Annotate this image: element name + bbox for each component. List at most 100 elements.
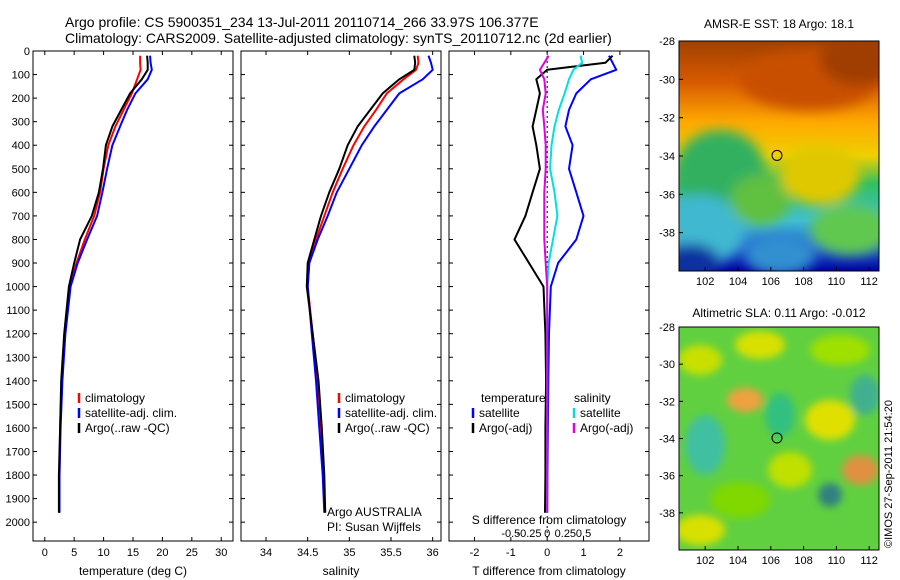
map-y-tick-label: -34 [659, 434, 675, 446]
depth-tick-label: 1600 [6, 423, 30, 435]
map-x-tick-label: 102 [696, 276, 714, 288]
difference-x-label: T difference from climatology [472, 564, 626, 578]
difference-plot-frame [448, 50, 650, 542]
map-x-tick-label: 104 [729, 276, 747, 288]
map-x-tick-label: 106 [762, 555, 780, 567]
depth-tick-label: 900 [12, 258, 30, 270]
header-line-2: Climatology: CARS2009. Satellite-adjuste… [65, 30, 612, 46]
depth-tick-label: 2000 [6, 517, 30, 529]
x-tick-label: -1 [506, 547, 516, 559]
map-y-tick-label: -38 [659, 508, 675, 520]
map-x-tick-label: 110 [828, 555, 846, 567]
sla-heatmap [679, 327, 879, 550]
map-x-tick-label: 108 [794, 276, 812, 288]
s-tick-label: 0 [544, 528, 550, 540]
argo-australia-label: Argo AUSTRALIA [327, 505, 422, 519]
depth-tick-label: 1700 [6, 446, 30, 458]
x-tick-label: 35.5 [380, 547, 401, 559]
x-tick-label: 34.5 [297, 547, 318, 559]
sla-map-title: Altimetric SLA: 0.11 Argo: -0.012 [692, 306, 866, 320]
x-tick-label: 1 [580, 547, 586, 559]
depth-tick-label: 300 [12, 117, 30, 129]
series-line [306, 55, 420, 513]
series-line [513, 54, 614, 513]
map-y-tick-label: -36 [659, 471, 675, 483]
series-line [57, 55, 149, 513]
legend-label: satellite [479, 406, 520, 420]
x-tick-label: 2 [617, 547, 623, 559]
depth-tick-label: 1100 [6, 305, 30, 317]
s-tick-label: -0.25 [516, 528, 541, 540]
map-x-tick-label: 108 [794, 555, 812, 567]
sst-map-axes: 102 104 106 108 110 112 -28 -30 -32 -34 -36 -38 [659, 36, 878, 288]
x-tick-label: 15 [127, 547, 139, 559]
depth-tick-label: 1500 [6, 399, 30, 411]
map-y-tick-label: -30 [659, 74, 675, 86]
map-y-tick-label: -28 [659, 322, 675, 334]
legend-title-temperature: temperature [481, 391, 546, 405]
series-line [538, 55, 550, 513]
x-tick-label: 34 [260, 547, 272, 559]
s-tick-label: -0.5 [501, 528, 520, 540]
x-tick-label: 30 [215, 547, 227, 559]
depth-tick-label: 200 [12, 93, 30, 105]
depth-tick-label: 1200 [6, 329, 30, 341]
map-x-tick-label: 104 [729, 555, 747, 567]
difference-top-label: S difference from climatology [472, 513, 627, 527]
series-line [305, 55, 417, 513]
map-x-tick-label: 110 [828, 276, 846, 288]
depth-axis: 0 100 200 300 400 500 600 700 800 900 1000 1100 1200… [6, 46, 649, 529]
x-tick-label: 0 [544, 547, 550, 559]
map-y-tick-label: -32 [659, 113, 675, 125]
x-tick-label: 20 [156, 547, 168, 559]
series-line [58, 55, 153, 513]
map-y-tick-label: -36 [659, 189, 675, 201]
x-tick-label: 36 [427, 547, 439, 559]
map-y-tick-label: -28 [659, 36, 675, 48]
depth-tick-label: 100 [12, 70, 30, 82]
salinity-x-label: salinity [323, 564, 360, 578]
legend-label: climatology [345, 391, 405, 405]
map-x-tick-label: 112 [860, 555, 878, 567]
s-tick-label: 0.25 [555, 528, 576, 540]
legend-label: climatology [85, 391, 145, 405]
map-x-tick-label: 102 [696, 555, 714, 567]
argo-location-marker [771, 149, 783, 161]
depth-tick-label: 600 [12, 187, 30, 199]
map-y-tick-label: -30 [659, 359, 675, 371]
depth-tick-label: 1300 [6, 352, 30, 364]
argo-location-marker [771, 432, 783, 444]
legend-label: satellite [580, 406, 621, 420]
salinity-plot: 34 34.5 35 35.5 36 climatologysatellite-adj. … [260, 51, 439, 559]
legend-label: Argo(-adj) [580, 421, 633, 435]
x-tick-label: 0 [42, 547, 48, 559]
sla-map-axes: 102 104 106 108 110 112 -28 -30 -32 -34 -36 -38 [659, 322, 878, 567]
temperature-plot-frame [32, 50, 234, 542]
header-line-1: Argo profile: CS 5900351_234 13-Jul-2011… [65, 14, 539, 30]
x-tick-label: 35 [343, 547, 355, 559]
map-x-tick-label: 106 [762, 276, 780, 288]
x-tick-label: 5 [71, 547, 77, 559]
series-line [546, 55, 618, 513]
map-y-tick-label: -34 [659, 151, 675, 163]
sst-map-title: AMSR-E SST: 18 Argo: 18.1 [704, 17, 854, 31]
x-tick-label: -2 [470, 547, 480, 559]
x-tick-label: 10 [97, 547, 109, 559]
depth-tick-label: 800 [12, 234, 30, 246]
map-y-tick-label: -38 [659, 228, 675, 240]
series-line [306, 55, 434, 513]
imos-stamp: ©IMOS 27-Sep-2011 21:54:20 [883, 400, 895, 548]
legend-label: Argo(..raw -QC) [345, 421, 430, 435]
depth-tick-label: 1000 [6, 282, 30, 294]
depth-tick-label: 700 [12, 211, 30, 223]
depth-tick-label: 1400 [6, 376, 30, 388]
difference-plot: -2 -1 0 1 2 -0.5-0.25 0 0.25 0.5 temperature salin… [470, 51, 633, 559]
map-y-tick-label: -32 [659, 396, 675, 408]
sst-heatmap [679, 41, 879, 271]
legend-label: Argo(-adj) [479, 421, 532, 435]
x-tick-label: 25 [186, 547, 198, 559]
salinity-plot-frame [240, 50, 442, 542]
depth-tick-label: 500 [12, 164, 30, 176]
